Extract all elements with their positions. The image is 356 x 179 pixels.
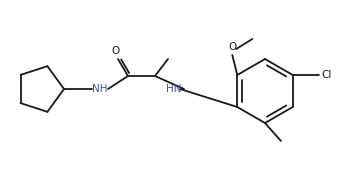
Text: HN: HN bbox=[167, 84, 182, 94]
Text: NH: NH bbox=[92, 84, 108, 94]
Text: Cl: Cl bbox=[321, 70, 332, 80]
Text: O: O bbox=[112, 46, 120, 56]
Text: O: O bbox=[228, 42, 236, 52]
